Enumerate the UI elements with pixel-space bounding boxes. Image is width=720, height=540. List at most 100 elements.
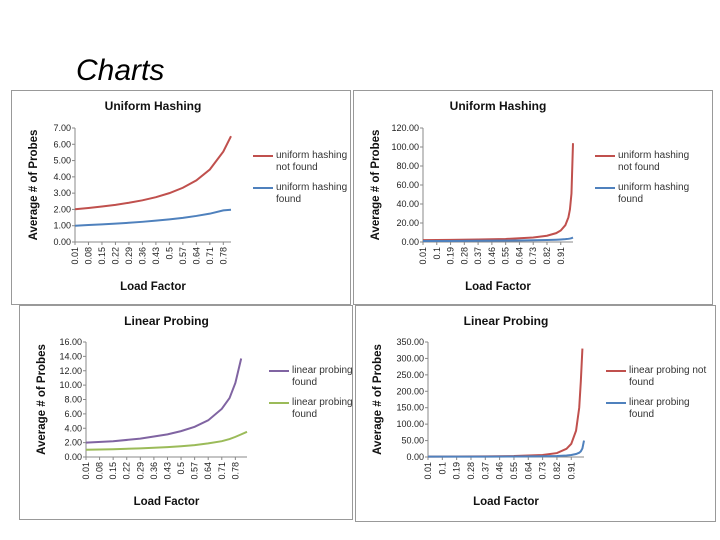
y-tick-label: 200.00 — [396, 386, 424, 396]
x-tick-label: 0.15 — [97, 247, 107, 265]
x-tick-label: 0.91 — [566, 462, 576, 480]
y-tick-label: 150.00 — [396, 403, 424, 413]
legend-item: uniform hashing found — [276, 182, 348, 205]
y-tick-label: 2.00 — [53, 204, 71, 214]
legend-item: linear probing found — [292, 397, 353, 420]
x-tick-label: 0.73 — [528, 247, 538, 265]
legend-label: linear probing found — [292, 397, 353, 420]
x-tick-label: 0.46 — [495, 462, 505, 480]
x-tick-label: 0.78 — [218, 247, 228, 265]
y-axis-title: Average # of Probes — [370, 130, 382, 241]
y-tick-label: 4.00 — [64, 423, 82, 433]
y-tick-label: 16.00 — [59, 337, 82, 347]
series-line — [427, 440, 585, 458]
y-tick-label: 40.00 — [396, 199, 419, 209]
x-tick-label: 0.71 — [205, 247, 215, 265]
chart-frame — [355, 305, 716, 522]
x-tick-label: 0.73 — [538, 462, 548, 480]
x-tick-label: 0.64 — [191, 247, 201, 265]
legend-label: uniform hashing found — [276, 182, 348, 205]
series-line — [85, 430, 248, 451]
x-tick-label: 0.28 — [466, 462, 476, 480]
x-tick-label: 0.37 — [480, 462, 490, 480]
legend-item: uniform hashing not found — [276, 150, 348, 173]
x-tick-label: 0.64 — [203, 462, 213, 480]
y-axis-title: Average # of Probes — [372, 344, 384, 455]
x-tick-label: 0.37 — [473, 247, 483, 265]
chart: Linear Probing 0.00 2.00 4.00 6.00 8.00 10.00 1… — [19, 305, 370, 520]
chart-frame — [11, 90, 351, 305]
y-tick-label: 5.00 — [53, 156, 71, 166]
y-tick-label: 4.00 — [53, 172, 71, 182]
x-tick-label: 0.01 — [418, 247, 428, 265]
x-tick-label: 0.1 — [437, 462, 447, 475]
x-tick-label: 0.55 — [509, 462, 519, 480]
x-tick-label: 0.43 — [162, 462, 172, 480]
chart: Linear Probing 0.00 50.00 100.00 150.00 200.0… — [355, 305, 716, 522]
x-tick-label: 0.46 — [487, 247, 497, 265]
series-line — [85, 358, 243, 444]
chart-frame — [353, 90, 713, 305]
y-axis-title: Average # of Probes — [28, 130, 40, 241]
legend-item: linear probing not found — [629, 365, 706, 388]
y-tick-label: 14.00 — [59, 351, 82, 361]
x-tick-label: 0.64 — [514, 247, 524, 265]
x-tick-label: 0.43 — [151, 247, 161, 265]
series-line — [74, 135, 232, 211]
x-tick-label: 0.71 — [217, 462, 227, 480]
x-tick-label: 0.55 — [501, 247, 511, 265]
chart-title: Uniform Hashing — [105, 99, 202, 113]
legend-label: linear probing found — [629, 397, 690, 420]
x-axis-title: Load Factor — [473, 496, 539, 508]
x-tick-label: 0.08 — [83, 247, 93, 265]
x-axis-title: Load Factor — [134, 496, 200, 508]
y-tick-label: 7.00 — [53, 123, 71, 133]
x-tick-label: 0.15 — [108, 462, 118, 480]
x-tick-label: 0.91 — [556, 247, 566, 265]
slide-title: Charts — [76, 54, 164, 87]
x-tick-label: 0.22 — [110, 247, 120, 265]
y-tick-label: 1.00 — [53, 221, 71, 231]
legend-item: linear probing found — [629, 397, 690, 420]
x-tick-label: 0.36 — [149, 462, 159, 480]
chart-title: Uniform Hashing — [450, 99, 547, 113]
x-tick-label: 0.82 — [552, 462, 562, 480]
x-tick-label: 0.19 — [452, 462, 462, 480]
series-line — [422, 143, 574, 242]
x-tick-label: 0.29 — [124, 247, 134, 265]
x-tick-label: 0.19 — [446, 247, 456, 265]
y-tick-label: 2.00 — [64, 438, 82, 448]
legend-label: uniform hashing not found — [618, 150, 690, 173]
y-tick-label: 20.00 — [396, 218, 419, 228]
y-tick-label: 0.00 — [401, 237, 419, 247]
x-tick-label: 0.01 — [423, 462, 433, 480]
y-tick-label: 3.00 — [53, 188, 71, 198]
y-tick-label: 0.00 — [406, 452, 424, 462]
chart-title: Linear Probing — [464, 314, 549, 328]
y-tick-label: 50.00 — [401, 436, 424, 446]
x-tick-label: 0.22 — [122, 462, 132, 480]
x-tick-label: 0.29 — [135, 462, 145, 480]
chart-frame — [19, 305, 353, 520]
y-tick-label: 100.00 — [396, 419, 424, 429]
y-tick-label: 120.00 — [391, 123, 419, 133]
x-axis-title: Load Factor — [465, 281, 531, 293]
x-tick-label: 0.64 — [523, 462, 533, 480]
legend-item: linear probing not found — [292, 365, 370, 388]
y-tick-label: 350.00 — [396, 337, 424, 347]
legend-label: uniform hashing not found — [276, 150, 348, 173]
y-tick-label: 80.00 — [396, 161, 419, 171]
x-tick-label: 0.08 — [95, 462, 105, 480]
y-tick-label: 0.00 — [53, 237, 71, 247]
y-tick-label: 0.00 — [64, 452, 82, 462]
x-tick-label: 0.01 — [81, 462, 91, 480]
x-tick-label: 0.01 — [70, 247, 80, 265]
chart-title: Linear Probing — [124, 314, 209, 328]
y-tick-label: 10.00 — [59, 380, 82, 390]
y-axis-title: Average # of Probes — [36, 344, 48, 455]
y-tick-label: 6.00 — [64, 409, 82, 419]
legend-label: linear probing not found — [292, 365, 370, 388]
series-line — [74, 208, 232, 227]
series-line — [422, 236, 574, 243]
